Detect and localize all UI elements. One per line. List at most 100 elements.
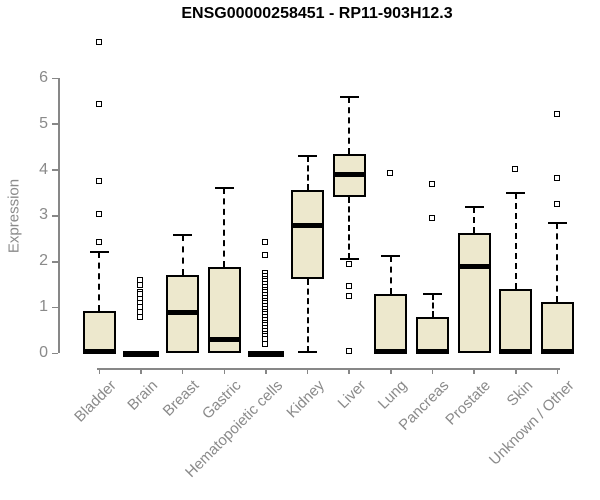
- median-bar: [207, 337, 241, 343]
- chart-title: ENSG00000258451 - RP11-903H12.3: [181, 5, 453, 22]
- outlier-point: [345, 261, 352, 268]
- x-axis-tick: [431, 368, 434, 374]
- whisker-upper: [473, 206, 476, 234]
- whisker-lower: [348, 196, 351, 259]
- x-tick-label: Bladder: [70, 377, 120, 426]
- x-tick-label: Prostate: [442, 377, 495, 429]
- outlier-point: [429, 181, 435, 188]
- x-axis-tick: [181, 368, 184, 374]
- whisker-cap-upper: [214, 186, 234, 189]
- whisker-upper: [431, 293, 434, 318]
- outlier-point: [262, 341, 269, 348]
- y-axis-tick: [52, 261, 58, 263]
- median-bar: [457, 264, 491, 270]
- whisker-cap-upper: [381, 254, 401, 257]
- whisker-cap-upper: [506, 192, 526, 195]
- x-tick-label: Breast: [159, 377, 203, 420]
- whisker-lower: [306, 279, 309, 353]
- y-tick-label: 2: [39, 252, 48, 270]
- outlier-point: [345, 293, 352, 300]
- box-iqr: [374, 293, 408, 354]
- whisker-upper: [181, 235, 184, 275]
- outlier-point: [95, 211, 102, 218]
- outlier-point: [95, 177, 102, 184]
- median-bar: [166, 310, 200, 316]
- y-axis-tick: [52, 169, 58, 171]
- x-axis-tick: [390, 368, 392, 374]
- whisker-upper: [306, 155, 309, 191]
- x-axis-tick: [348, 368, 350, 374]
- x-tick-label: Skin: [503, 377, 536, 410]
- outlier-point: [137, 313, 144, 320]
- box-iqr: [457, 233, 491, 353]
- median-bar: [416, 348, 449, 354]
- y-axis-line: [58, 78, 60, 354]
- whisker-upper: [389, 255, 392, 294]
- whisker-cap-upper: [173, 234, 193, 237]
- outlier-point: [553, 201, 560, 208]
- whisker-upper: [514, 193, 517, 289]
- outlier-point: [553, 110, 560, 117]
- outlier-point: [95, 238, 102, 245]
- whisker-upper: [348, 96, 351, 154]
- median-bar: [499, 348, 533, 354]
- x-axis-tick: [556, 368, 559, 374]
- median-bar: [82, 348, 116, 354]
- x-axis-tick: [515, 368, 517, 374]
- whisker-cap-upper: [339, 95, 359, 98]
- outlier-point: [512, 165, 519, 172]
- outlier-point: [429, 215, 435, 222]
- y-tick-label: 4: [39, 160, 48, 178]
- whisker-cap-upper: [298, 154, 318, 157]
- x-tick-label: Liver: [334, 377, 370, 413]
- x-axis-tick: [98, 368, 101, 374]
- whisker-cap-upper: [89, 250, 109, 253]
- outlier-point: [345, 348, 352, 355]
- x-axis-tick: [140, 368, 142, 374]
- y-axis-tick: [52, 215, 58, 217]
- y-axis-tick: [52, 352, 58, 355]
- outlier-point: [95, 39, 102, 45]
- median-bar: [374, 348, 408, 354]
- box-iqr: [291, 190, 325, 280]
- whisker-cap-upper: [464, 205, 484, 208]
- whisker-cap-upper: [423, 292, 442, 295]
- outlier-point: [137, 276, 144, 283]
- outlier-point: [262, 238, 269, 245]
- y-tick-label: 6: [39, 68, 48, 86]
- y-tick-label: 5: [39, 114, 48, 132]
- x-axis-line: [97, 368, 560, 370]
- whisker-cap-upper: [547, 222, 567, 225]
- whisker-cap-lower: [339, 257, 359, 260]
- x-axis-tick: [223, 368, 225, 374]
- outlier-point: [387, 170, 394, 177]
- y-axis-label: Expression: [5, 178, 23, 254]
- y-axis-tick: [52, 306, 58, 309]
- whisker-cap-lower: [298, 351, 318, 354]
- y-axis-tick: [52, 123, 58, 125]
- x-tick-label: Lung: [375, 377, 411, 413]
- whisker-upper: [223, 187, 226, 268]
- x-axis-tick: [473, 368, 475, 374]
- box-iqr: [82, 311, 116, 354]
- whisker-upper: [98, 251, 101, 312]
- x-tick-label: Brain: [124, 377, 161, 414]
- median-bar: [122, 350, 159, 357]
- median-bar: [291, 222, 325, 228]
- y-tick-label: 3: [39, 206, 48, 224]
- whisker-upper: [556, 223, 559, 302]
- outlier-point: [262, 252, 269, 259]
- y-tick-label: 0: [39, 344, 48, 361]
- outlier-point: [95, 101, 102, 108]
- box-iqr: [499, 288, 533, 354]
- outlier-point: [345, 283, 352, 290]
- x-axis-tick: [306, 368, 309, 374]
- median-bar: [540, 348, 574, 354]
- y-axis-tick: [52, 77, 58, 80]
- box-iqr: [540, 301, 574, 354]
- box-iqr: [416, 317, 449, 354]
- median-bar: [247, 350, 284, 357]
- y-tick-label: 1: [39, 298, 48, 316]
- x-axis-tick: [265, 368, 267, 374]
